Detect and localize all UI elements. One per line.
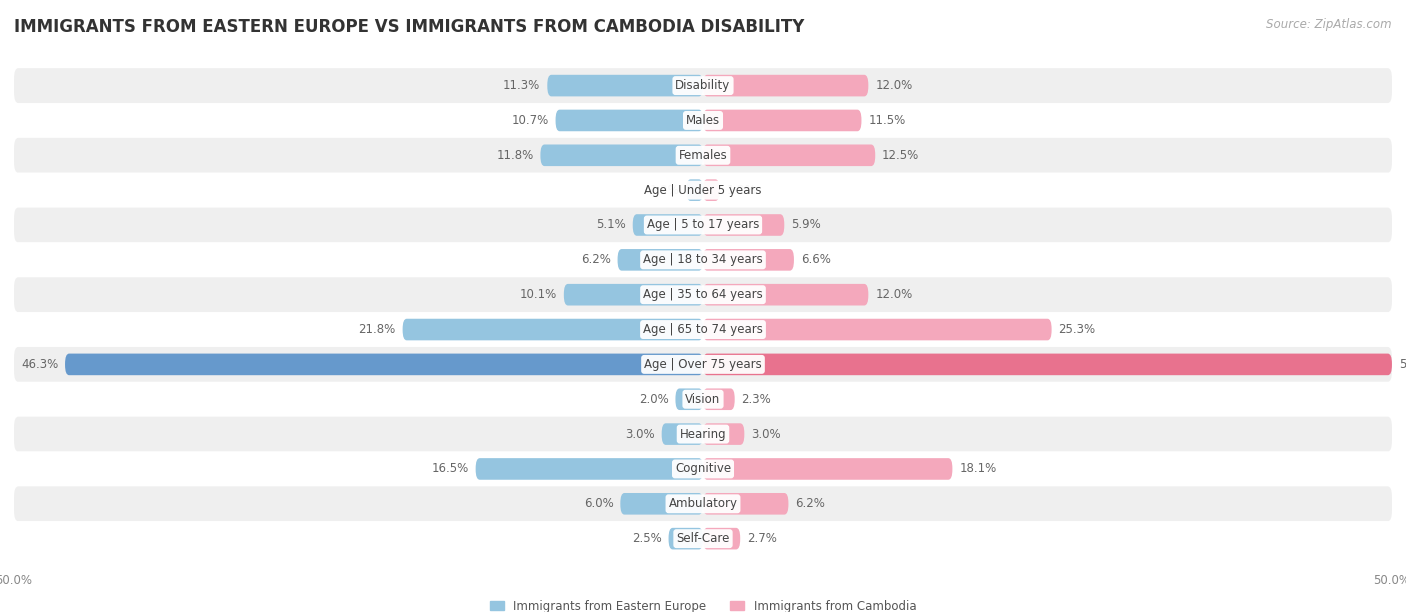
FancyBboxPatch shape <box>703 319 1052 340</box>
FancyBboxPatch shape <box>14 207 1392 242</box>
Text: 6.2%: 6.2% <box>581 253 610 266</box>
Text: 5.1%: 5.1% <box>596 218 626 231</box>
FancyBboxPatch shape <box>703 458 952 480</box>
FancyBboxPatch shape <box>617 249 703 271</box>
Text: 50.0%: 50.0% <box>1399 358 1406 371</box>
Text: 6.2%: 6.2% <box>796 498 825 510</box>
Text: 1.2%: 1.2% <box>727 184 756 196</box>
Text: Age | Over 75 years: Age | Over 75 years <box>644 358 762 371</box>
Text: Cognitive: Cognitive <box>675 463 731 476</box>
FancyBboxPatch shape <box>402 319 703 340</box>
Text: Self-Care: Self-Care <box>676 532 730 545</box>
FancyBboxPatch shape <box>703 214 785 236</box>
FancyBboxPatch shape <box>703 354 1392 375</box>
FancyBboxPatch shape <box>547 75 703 97</box>
Text: 2.0%: 2.0% <box>638 393 669 406</box>
Text: IMMIGRANTS FROM EASTERN EUROPE VS IMMIGRANTS FROM CAMBODIA DISABILITY: IMMIGRANTS FROM EASTERN EUROPE VS IMMIGR… <box>14 18 804 36</box>
Text: Age | 5 to 17 years: Age | 5 to 17 years <box>647 218 759 231</box>
FancyBboxPatch shape <box>475 458 703 480</box>
Text: Vision: Vision <box>685 393 721 406</box>
Text: Age | 35 to 64 years: Age | 35 to 64 years <box>643 288 763 301</box>
Text: 5.9%: 5.9% <box>792 218 821 231</box>
FancyBboxPatch shape <box>540 144 703 166</box>
FancyBboxPatch shape <box>703 528 740 550</box>
FancyBboxPatch shape <box>703 179 720 201</box>
FancyBboxPatch shape <box>14 452 1392 487</box>
FancyBboxPatch shape <box>555 110 703 131</box>
FancyBboxPatch shape <box>14 521 1392 556</box>
Text: Males: Males <box>686 114 720 127</box>
FancyBboxPatch shape <box>14 242 1392 277</box>
Text: 2.3%: 2.3% <box>741 393 772 406</box>
Text: 46.3%: 46.3% <box>21 358 58 371</box>
Text: Age | Under 5 years: Age | Under 5 years <box>644 184 762 196</box>
Text: 12.0%: 12.0% <box>875 288 912 301</box>
Text: 16.5%: 16.5% <box>432 463 468 476</box>
FancyBboxPatch shape <box>14 138 1392 173</box>
Text: 3.0%: 3.0% <box>751 428 780 441</box>
Text: Hearing: Hearing <box>679 428 727 441</box>
FancyBboxPatch shape <box>703 144 875 166</box>
Text: 6.0%: 6.0% <box>583 498 613 510</box>
Text: 10.7%: 10.7% <box>512 114 548 127</box>
Text: 11.8%: 11.8% <box>496 149 533 162</box>
FancyBboxPatch shape <box>703 284 869 305</box>
Text: Females: Females <box>679 149 727 162</box>
Text: 3.0%: 3.0% <box>626 428 655 441</box>
Text: 11.3%: 11.3% <box>503 79 540 92</box>
Legend: Immigrants from Eastern Europe, Immigrants from Cambodia: Immigrants from Eastern Europe, Immigran… <box>485 595 921 612</box>
Text: Source: ZipAtlas.com: Source: ZipAtlas.com <box>1267 18 1392 31</box>
FancyBboxPatch shape <box>14 417 1392 452</box>
FancyBboxPatch shape <box>14 103 1392 138</box>
FancyBboxPatch shape <box>675 389 703 410</box>
Text: 6.6%: 6.6% <box>801 253 831 266</box>
Text: 12.0%: 12.0% <box>875 79 912 92</box>
FancyBboxPatch shape <box>703 389 735 410</box>
Text: 11.5%: 11.5% <box>869 114 905 127</box>
Text: 10.1%: 10.1% <box>520 288 557 301</box>
FancyBboxPatch shape <box>620 493 703 515</box>
Text: 2.5%: 2.5% <box>631 532 662 545</box>
FancyBboxPatch shape <box>703 75 869 97</box>
Text: 21.8%: 21.8% <box>359 323 395 336</box>
FancyBboxPatch shape <box>564 284 703 305</box>
Text: Disability: Disability <box>675 79 731 92</box>
FancyBboxPatch shape <box>14 173 1392 207</box>
FancyBboxPatch shape <box>633 214 703 236</box>
FancyBboxPatch shape <box>703 493 789 515</box>
FancyBboxPatch shape <box>65 354 703 375</box>
FancyBboxPatch shape <box>669 528 703 550</box>
Text: Age | 18 to 34 years: Age | 18 to 34 years <box>643 253 763 266</box>
FancyBboxPatch shape <box>703 249 794 271</box>
Text: 25.3%: 25.3% <box>1059 323 1095 336</box>
Text: Age | 65 to 74 years: Age | 65 to 74 years <box>643 323 763 336</box>
FancyBboxPatch shape <box>14 382 1392 417</box>
Text: 18.1%: 18.1% <box>959 463 997 476</box>
Text: 1.2%: 1.2% <box>650 184 679 196</box>
Text: Ambulatory: Ambulatory <box>668 498 738 510</box>
FancyBboxPatch shape <box>703 110 862 131</box>
FancyBboxPatch shape <box>686 179 703 201</box>
FancyBboxPatch shape <box>703 424 744 445</box>
Text: 2.7%: 2.7% <box>747 532 778 545</box>
FancyBboxPatch shape <box>662 424 703 445</box>
FancyBboxPatch shape <box>14 277 1392 312</box>
FancyBboxPatch shape <box>14 312 1392 347</box>
FancyBboxPatch shape <box>14 487 1392 521</box>
FancyBboxPatch shape <box>14 68 1392 103</box>
Text: 12.5%: 12.5% <box>882 149 920 162</box>
FancyBboxPatch shape <box>14 347 1392 382</box>
